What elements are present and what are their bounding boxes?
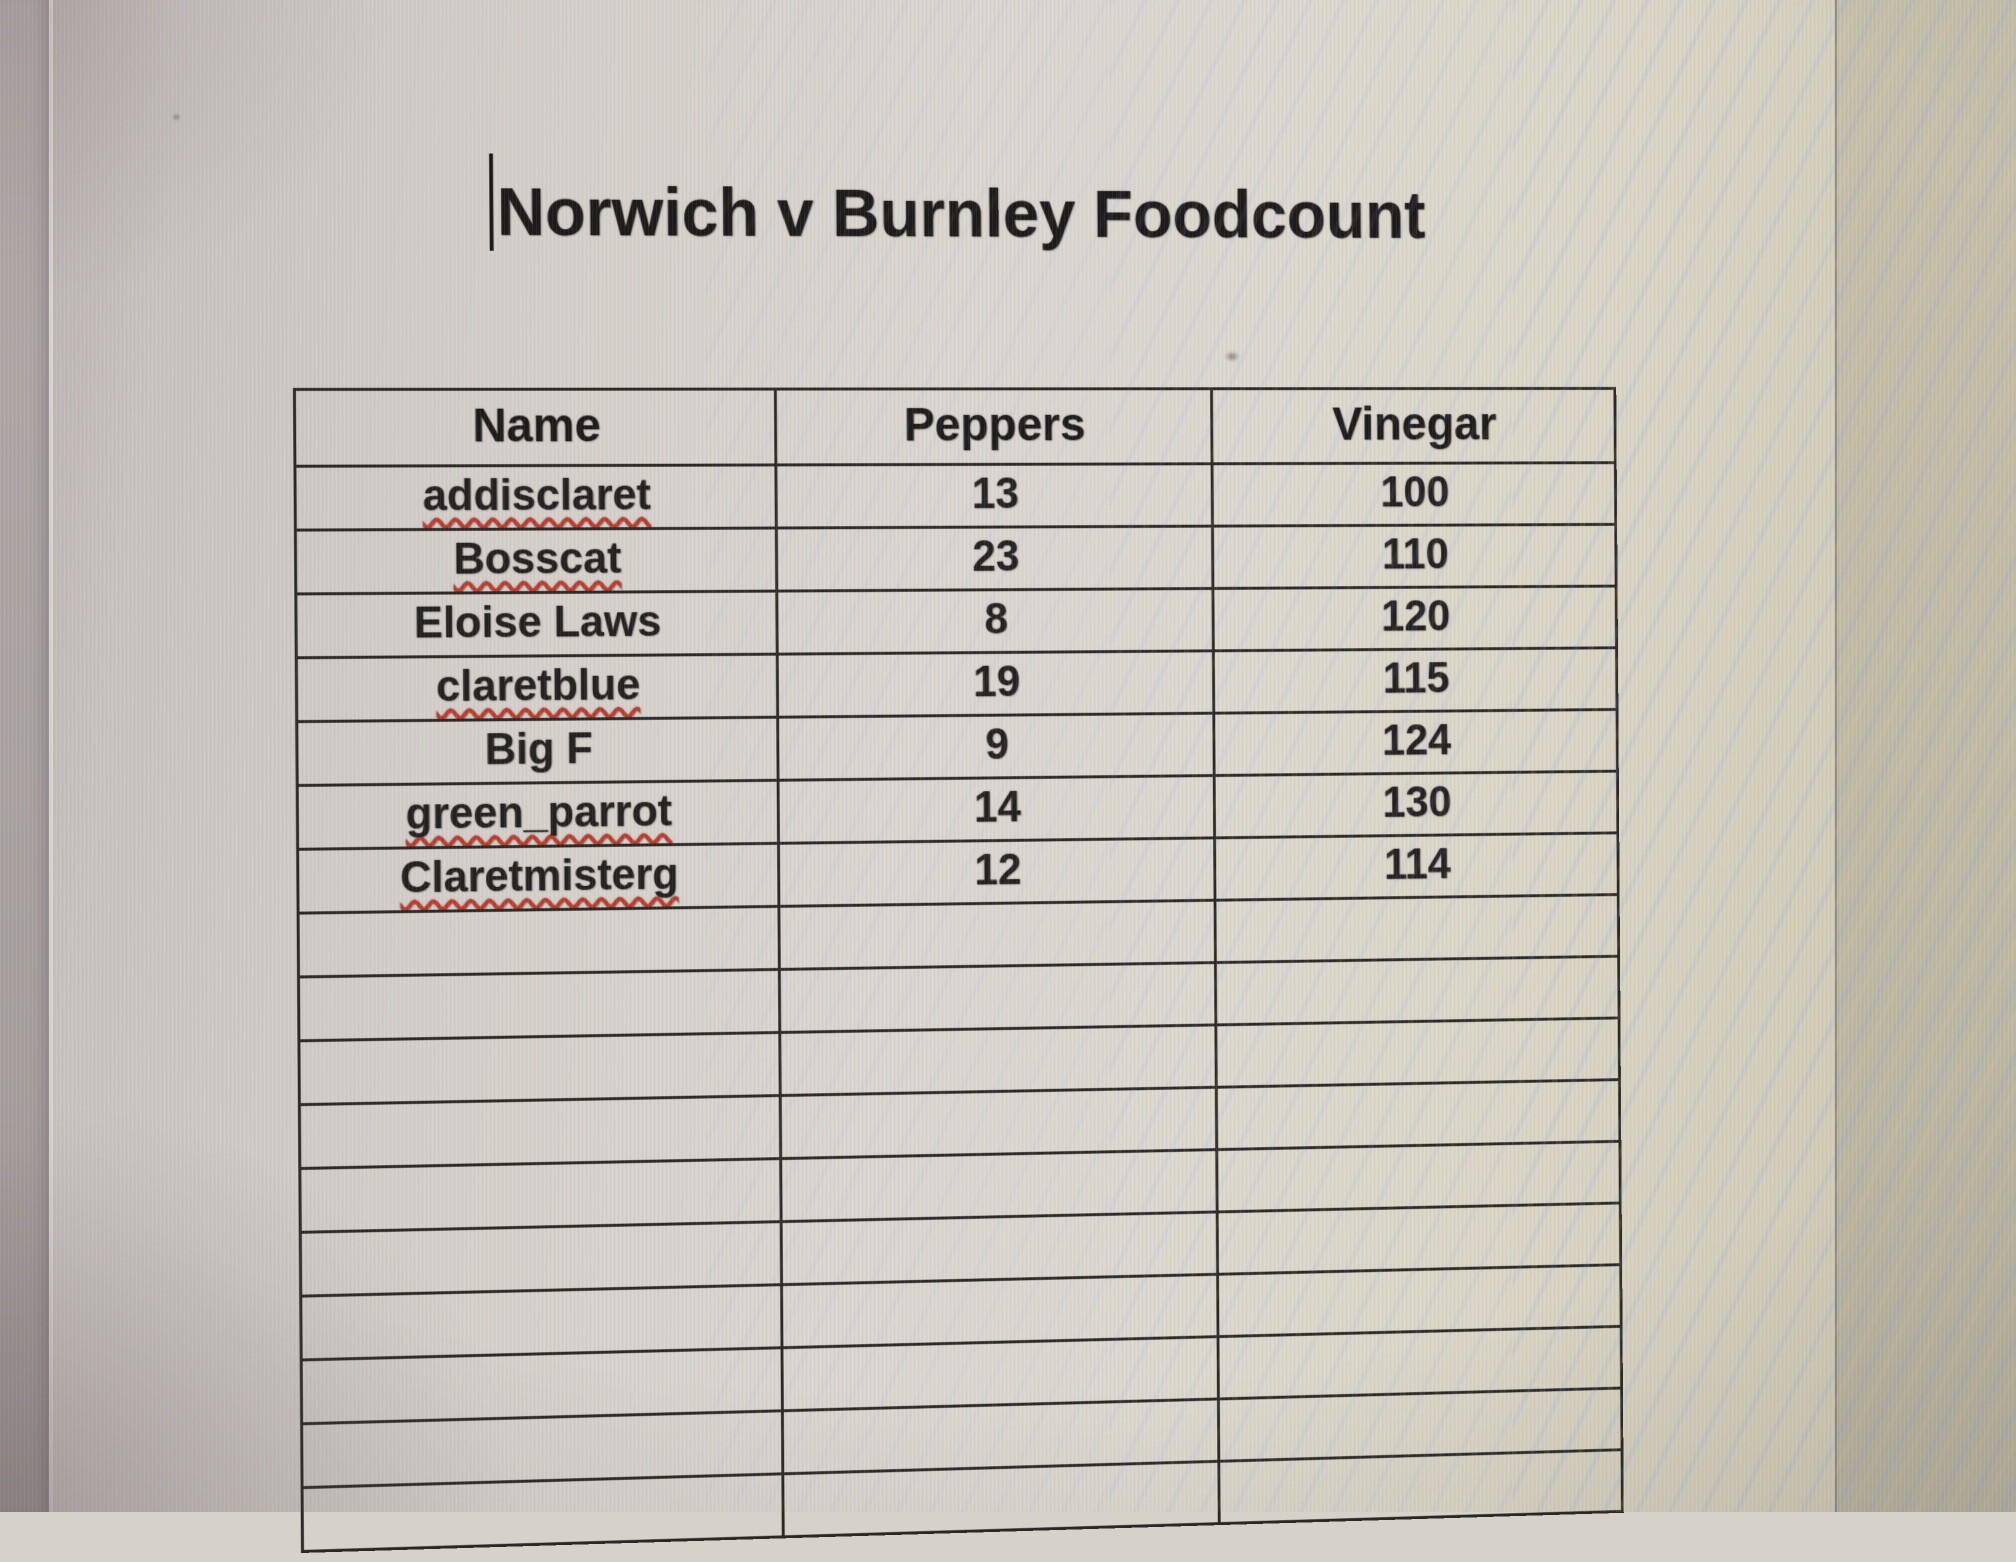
peppers-cell[interactable]: 13 <box>776 464 1213 528</box>
peppers-cell[interactable]: 12 <box>778 838 1215 906</box>
header-vinegar[interactable]: Vinegar <box>1212 388 1616 463</box>
table-row: Bosscat 23 110 <box>295 524 1616 594</box>
empty-cell[interactable] <box>1218 1265 1622 1337</box>
vinegar-cell[interactable]: 110 <box>1212 524 1616 588</box>
name-cell[interactable]: Claretmisterg <box>298 843 779 913</box>
page-title[interactable]: Norwich v Burnley Foodcount <box>291 152 1612 253</box>
empty-cell[interactable] <box>1216 1080 1620 1150</box>
empty-cell[interactable] <box>300 1159 781 1233</box>
empty-cell[interactable] <box>1218 1388 1622 1461</box>
empty-cell[interactable] <box>1215 956 1619 1025</box>
misspelled-word: addisclaret <box>423 470 651 519</box>
peppers-cell[interactable]: 9 <box>778 713 1215 780</box>
empty-cell[interactable] <box>779 900 1216 969</box>
empty-cell[interactable] <box>298 906 779 977</box>
empty-cell[interactable] <box>782 1337 1218 1411</box>
text-caret <box>489 154 494 251</box>
empty-cell[interactable] <box>783 1461 1219 1537</box>
empty-cell[interactable] <box>1215 895 1619 963</box>
empty-cell[interactable] <box>1216 1018 1620 1087</box>
vinegar-cell[interactable]: 100 <box>1212 463 1616 526</box>
name-cell[interactable]: Bosscat <box>295 528 776 594</box>
empty-cell[interactable] <box>779 963 1216 1033</box>
misspelled-word: green_parrot <box>405 786 672 838</box>
empty-cell[interactable] <box>1219 1450 1623 1524</box>
vinegar-cell[interactable]: 120 <box>1213 586 1617 651</box>
misspelled-word: Claretmisterg <box>400 850 679 902</box>
name-cell[interactable]: green_parrot <box>297 780 778 849</box>
empty-cell[interactable] <box>781 1150 1217 1222</box>
vinegar-cell[interactable]: 114 <box>1215 833 1619 900</box>
empty-cell[interactable] <box>780 1025 1216 1096</box>
vinegar-cell[interactable]: 115 <box>1213 648 1617 713</box>
name-cell[interactable]: Eloise Laws <box>296 591 777 658</box>
empty-cell[interactable] <box>299 969 780 1040</box>
page-title-text: Norwich v Burnley Foodcount <box>496 174 1425 252</box>
table-row: addisclaret 13 100 <box>295 463 1616 530</box>
empty-cell[interactable] <box>1217 1203 1621 1274</box>
document-page: Norwich v Burnley Foodcount Name Peppers… <box>0 0 1939 1518</box>
empty-cell[interactable] <box>299 1096 780 1169</box>
header-name[interactable]: Name <box>294 389 775 466</box>
food-table: Name Peppers Vinegar addisclaret 13 100 … <box>293 387 1624 1553</box>
empty-cell[interactable] <box>780 1087 1216 1158</box>
empty-cell[interactable] <box>299 1032 780 1104</box>
table-row: Eloise Laws 8 120 <box>296 586 1617 658</box>
empty-cell[interactable] <box>300 1222 781 1297</box>
peppers-cell[interactable]: 14 <box>778 776 1215 844</box>
peppers-cell[interactable]: 8 <box>777 588 1214 654</box>
empty-cell[interactable] <box>302 1474 783 1552</box>
name-word: Big F <box>485 724 593 774</box>
misspelled-word: claretblue <box>436 660 640 710</box>
misspelled-word: Bosscat <box>453 534 621 583</box>
vinegar-cell[interactable]: 130 <box>1214 771 1618 838</box>
header-peppers[interactable]: Peppers <box>775 389 1212 465</box>
empty-cell[interactable] <box>1218 1326 1622 1399</box>
name-cell[interactable]: claretblue <box>296 654 777 721</box>
empty-cell[interactable] <box>781 1212 1217 1285</box>
empty-cell[interactable] <box>782 1274 1218 1347</box>
table-header-row: Name Peppers Vinegar <box>294 388 1615 466</box>
screen-photo-background: Norwich v Burnley Foodcount Name Peppers… <box>0 0 2016 1512</box>
name-word: Eloise Laws <box>414 597 662 647</box>
name-cell[interactable]: addisclaret <box>295 465 776 530</box>
vinegar-cell[interactable]: 124 <box>1214 709 1618 775</box>
name-cell[interactable]: Big F <box>297 717 778 785</box>
peppers-cell[interactable]: 23 <box>776 526 1213 591</box>
peppers-cell[interactable]: 19 <box>777 651 1214 717</box>
empty-cell[interactable] <box>1217 1141 1621 1212</box>
